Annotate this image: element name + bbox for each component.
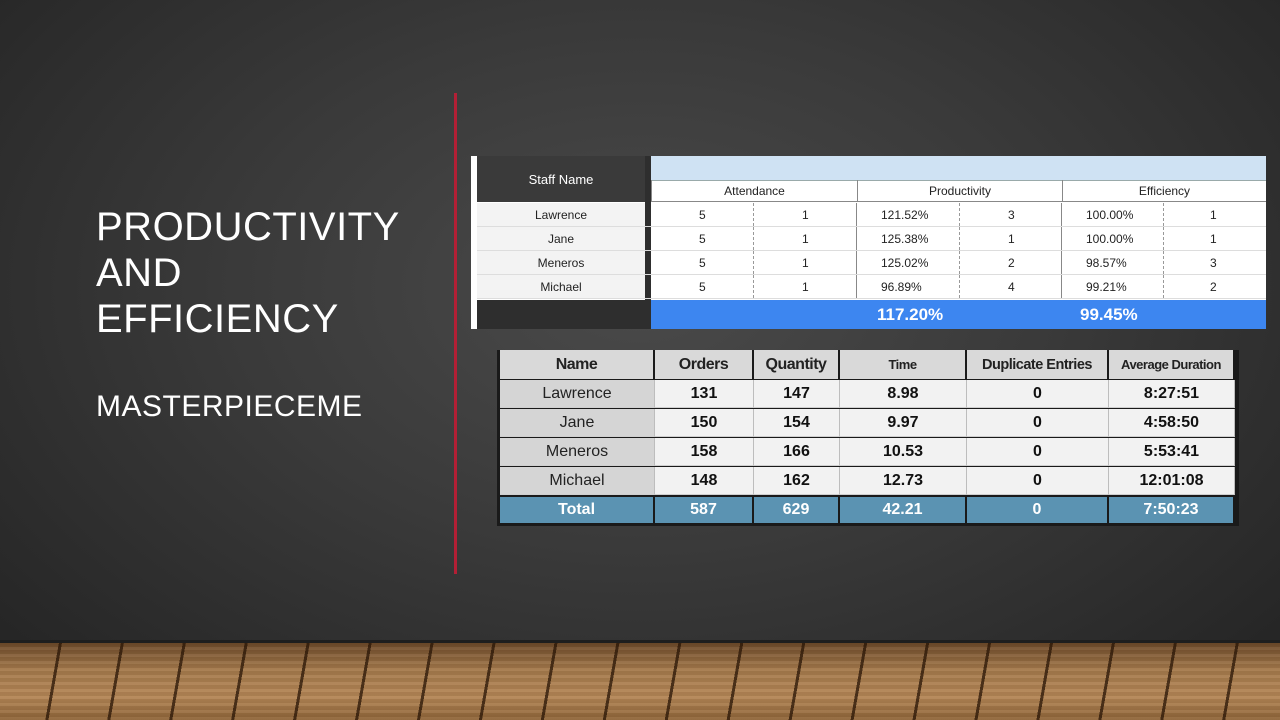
group-header-productivity: Productivity [857,180,1062,202]
time-cell: 8.98 [840,380,967,408]
duplicate-entries-cell: 0 [967,438,1109,466]
column-header-orders: Orders [655,350,754,379]
row-name-cell: Meneros [500,438,655,466]
quantity-cell: 162 [754,467,840,495]
attendance-rank-cell: 1 [754,227,857,250]
time-cell: 9.97 [840,409,967,437]
average-duration-cell: 8:27:51 [1109,380,1235,408]
duplicate-entries-cell: 0 [967,409,1109,437]
efficiency-rank-cell: 1 [1210,231,1217,246]
group-header-efficiency: Efficiency [1062,180,1266,202]
efficiency-cell: 100.00% [1062,203,1164,226]
productivity-rank-cell: 4 [960,275,1062,298]
quantity-cell: 147 [754,380,840,408]
efficiency-cell: 98.57% [1062,251,1164,274]
staff-name-cell: Lawrence [477,203,645,226]
productivity-cell: 96.89% [857,275,960,298]
productivity-rank-cell: 1 [960,227,1062,250]
time-cell: 12.73 [840,467,967,495]
table-row: Michael 5 1 96.89% 4 99.21% 2 [477,275,1266,299]
efficiency-cell: 99.21% [1062,275,1164,298]
slide-title: PRODUCTIVITY AND EFFICIENCY [96,204,426,342]
quantity-cell: 166 [754,438,840,466]
staff-name-cell: Michael [477,275,645,298]
title-line: EFFICIENCY [96,297,339,341]
average-duration-cell: 4:58:50 [1109,409,1235,437]
column-header-quantity: Quantity [754,350,840,379]
attendance-cell: 5 [651,251,754,274]
orders-cell: 150 [655,409,754,437]
wood-floor [0,643,1280,720]
orders-total-cell: 587 [655,495,754,523]
productivity-rank-cell: 2 [960,251,1062,274]
group-header-attendance: Attendance [651,180,857,202]
column-header-duplicate-entries: Duplicate Entries [967,350,1109,379]
staff-name-header: Staff Name [477,156,645,202]
average-duration-cell: 12:01:08 [1109,467,1235,495]
staff-metrics-table: Staff Name Attendance Productivity Effic… [471,156,1266,329]
time-total-cell: 42.21 [840,495,967,523]
attendance-rank-cell: 1 [754,251,857,274]
vertical-divider [454,93,457,574]
title-line: PRODUCTIVITY [96,205,400,249]
efficiency-rank-cell: 1 [1210,207,1217,222]
efficiency-cell: 100.00% [1062,227,1164,250]
orders-table: Name Orders Quantity Time Duplicate Entr… [497,350,1239,526]
column-header-time: Time [840,350,967,379]
productivity-rank-cell: 3 [960,203,1062,226]
duplicate-entries-total-cell: 0 [967,495,1109,523]
productivity-total: 117.20% [877,304,944,324]
attendance-cell: 5 [651,203,754,226]
title-line: AND [96,251,182,295]
header-band [651,156,1266,181]
duplicate-entries-cell: 0 [967,380,1109,408]
floor-edge [0,640,1280,644]
productivity-cell: 121.52% [857,203,960,226]
time-cell: 10.53 [840,438,967,466]
column-separator [645,156,651,329]
column-header-average-duration: Average Duration [1109,350,1235,379]
total-label-cell: Total [500,495,655,523]
staff-name-cell: Jane [477,227,645,250]
row-name-cell: Jane [500,409,655,437]
column-header-name: Name [500,350,655,379]
productivity-cell: 125.38% [857,227,960,250]
table-edge [471,156,477,329]
orders-cell: 148 [655,467,754,495]
attendance-rank-cell: 1 [754,203,857,226]
totals-row: 117.20% 99.45% [651,300,1266,329]
quantity-total-cell: 629 [754,495,840,523]
staff-name-cell: Meneros [477,251,645,274]
table-row: Lawrence 5 1 121.52% 3 100.00% 1 [477,203,1266,227]
efficiency-rank-cell: 3 [1210,255,1217,270]
attendance-rank-cell: 1 [754,275,857,298]
orders-cell: 131 [655,380,754,408]
attendance-cell: 5 [651,275,754,298]
duplicate-entries-cell: 0 [967,467,1109,495]
table-row: Jane 5 1 125.38% 1 100.00% 1 [477,227,1266,251]
quantity-cell: 154 [754,409,840,437]
row-name-cell: Michael [500,467,655,495]
average-duration-total-cell: 7:50:23 [1109,495,1235,523]
totals-label-cell [477,300,645,329]
efficiency-total: 99.45% [1080,304,1138,324]
row-name-cell: Lawrence [500,380,655,408]
orders-cell: 158 [655,438,754,466]
average-duration-cell: 5:53:41 [1109,438,1235,466]
table-row: Meneros 5 1 125.02% 2 98.57% 3 [477,251,1266,275]
attendance-cell: 5 [651,227,754,250]
productivity-cell: 125.02% [857,251,960,274]
slide-subtitle: MASTERPIECEME [96,390,363,423]
efficiency-rank-cell: 2 [1210,279,1217,294]
